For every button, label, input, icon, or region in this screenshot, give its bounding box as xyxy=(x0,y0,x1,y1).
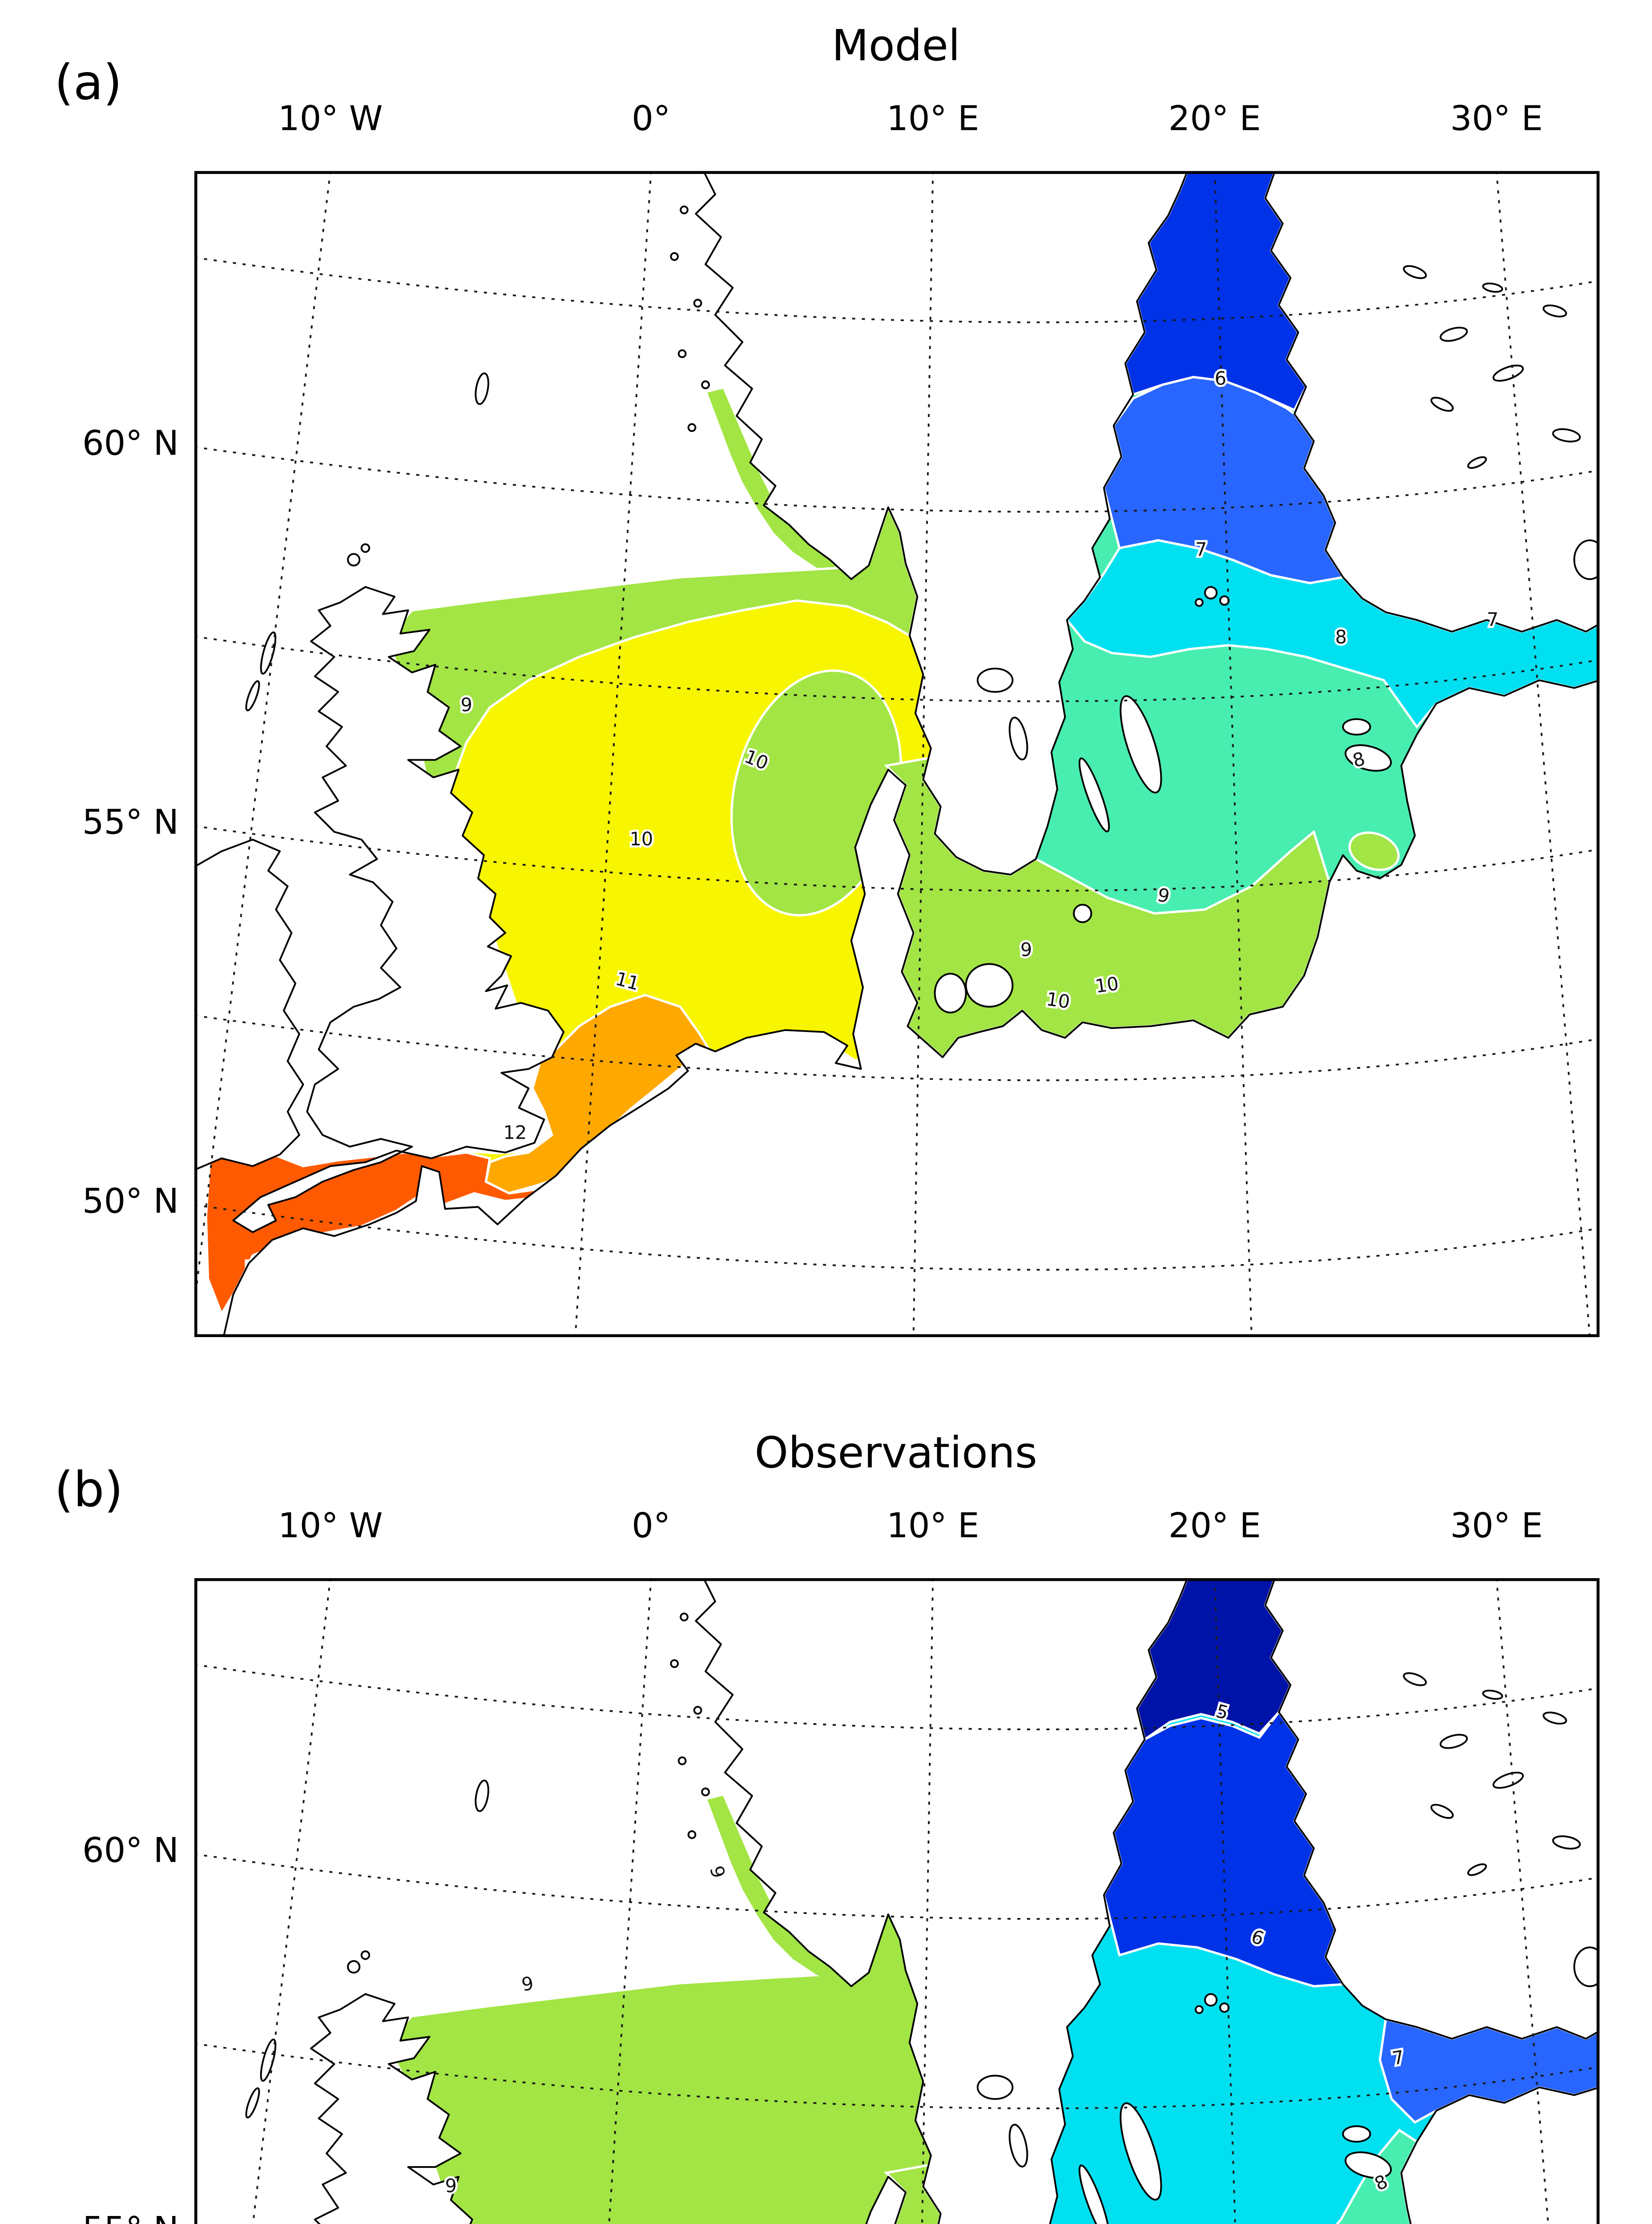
plot-frame xyxy=(194,171,1600,1338)
contour-label: 10 xyxy=(1045,988,1071,1013)
contour-label: 9 xyxy=(460,694,472,716)
panel-a-xtick-10e: 10° E xyxy=(886,101,979,140)
panel-a-xtick-20e: 20° E xyxy=(1168,101,1261,140)
contour-label: 9 xyxy=(1020,939,1032,961)
contour-label: 10 xyxy=(629,828,653,850)
contour-label: 9 xyxy=(520,1972,536,1996)
panel-b-xtick-0: 0° xyxy=(632,1508,671,1547)
contour-label: 6 xyxy=(1215,367,1226,389)
panel-b-label: (b) xyxy=(54,1461,123,1518)
contour-label: 7 xyxy=(1487,608,1498,630)
panel-a-ytick-50n: 50° N xyxy=(82,1183,179,1223)
contour-label: 12 xyxy=(503,1121,527,1143)
contour-label: 9 xyxy=(705,1863,729,1880)
contour-label: 7 xyxy=(1195,539,1207,560)
panel-a-ytick-55n: 55° N xyxy=(82,804,179,844)
panel-a-ytick-60n: 60° N xyxy=(82,425,179,465)
panel-b-xtick-10w: 10° W xyxy=(278,1508,383,1547)
kattegat-green xyxy=(884,2164,942,2224)
panel-b-ytick-60n: 60° N xyxy=(82,1833,179,1872)
plot-frame xyxy=(194,1578,1600,2224)
panel-a-title: Model xyxy=(831,23,960,72)
contour-label: 10 xyxy=(1094,972,1120,997)
panel-a-label: (a) xyxy=(54,54,122,111)
sea-temperature-field-a xyxy=(205,171,1600,1317)
panel-a-xtick-10w: 10° W xyxy=(278,101,383,140)
map-panel-a: 9 10 10 11 12 9 10 10 9 8 7 6 8 7 xyxy=(194,171,1600,1338)
contour-label: 9 xyxy=(445,2175,456,2197)
panel-b-ytick-55n: 55° N xyxy=(35,2212,179,2224)
map-panel-b: 9 9 9 10 11 12 8 9 8 7 6 5 xyxy=(194,1578,1600,2224)
panel-a-xtick-30e: 30° E xyxy=(1450,101,1543,140)
panel-b-xtick-30e: 30° E xyxy=(1450,1508,1543,1547)
panel-b-xtick-20e: 20° E xyxy=(1168,1508,1261,1547)
panel-a-xtick-0: 0° xyxy=(632,101,671,140)
gulf-of-riga-green xyxy=(1348,831,1400,871)
panel-b-title: Observations xyxy=(754,1430,1038,1479)
panel-b-xtick-10e: 10° E xyxy=(886,1508,979,1547)
contour-label: 8 xyxy=(1335,626,1347,648)
